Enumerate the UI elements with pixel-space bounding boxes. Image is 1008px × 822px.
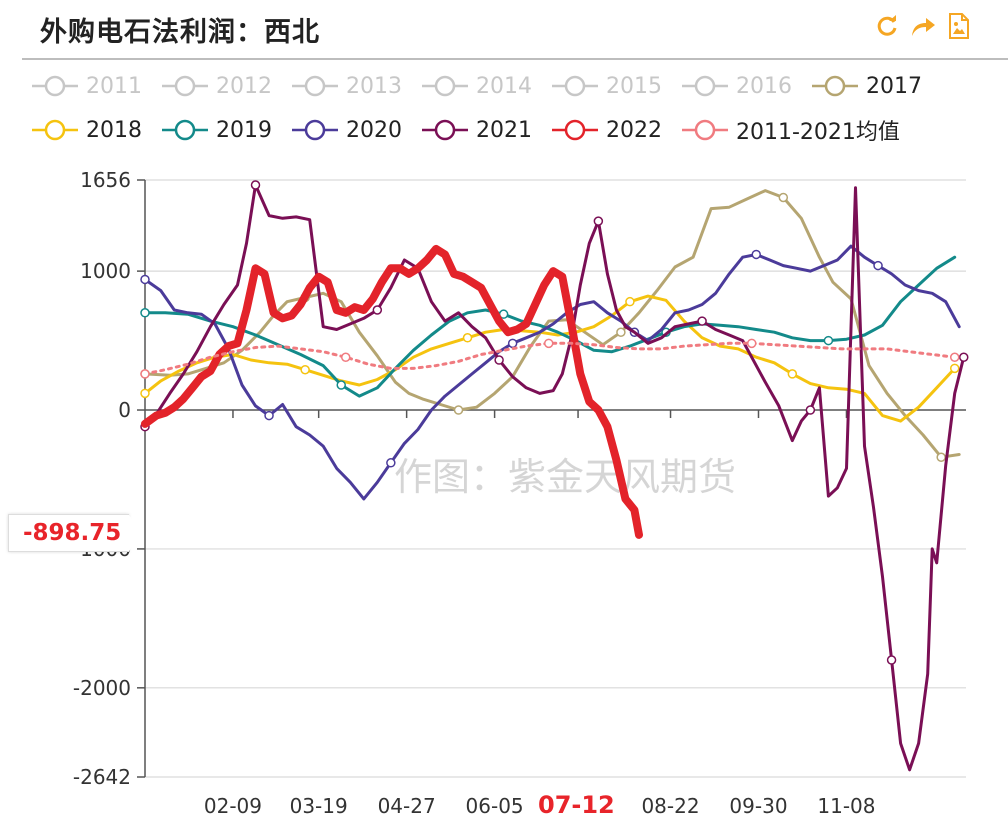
x-tick-label: 09-30 [729,794,787,818]
watermark: 作图：紫金天风期货 [394,455,736,499]
legend-label: 2011 [86,73,142,99]
series-point [453,405,464,415]
legend-item[interactable]: 2018 [30,118,142,143]
legend-marker-icon [422,119,468,141]
series-point [805,405,816,415]
series-point [140,274,150,285]
y-tick-label: 1000 [80,259,131,283]
legend-label: 2011-2021均值 [736,120,900,145]
legend-marker-icon [292,75,338,97]
legend-marker-icon [552,75,598,97]
series-point [250,180,261,190]
y-tick-label: 1656 [80,168,131,192]
series-point [140,388,150,399]
legend-label: 2012 [216,73,272,99]
series-point [958,352,969,362]
legend-item[interactable]: 2015 [550,74,662,99]
series-point [372,305,383,315]
legend-label: 2013 [346,73,402,99]
x-tick-label: 08-22 [641,794,699,818]
legend-marker-icon [32,75,78,97]
legend-label: 2017 [866,73,922,99]
series-point [697,316,707,326]
x-tick-label: 02-09 [204,794,262,818]
series-point [336,380,346,390]
series-point [751,249,761,260]
tooltip-x-value: 07-12 [530,788,623,822]
legend-item[interactable]: 2011-2021均值 [680,114,900,146]
series-point [746,338,757,349]
legend-item[interactable]: 2019 [160,118,272,143]
series-point [625,296,635,307]
legend-item[interactable]: 2017 [810,74,922,99]
y-tick-label: 0 [118,398,131,422]
chart-title: 外购电石法利润：西北 [40,17,320,48]
series-point [778,192,789,203]
series-point [507,338,518,349]
legend-label: 2016 [736,73,792,99]
legend-label: 2018 [86,117,142,143]
legend-marker-icon [812,75,858,97]
legend-item[interactable]: 2011 [30,74,142,99]
refresh-icon[interactable] [874,12,900,40]
series-point [140,369,150,379]
y-tick-label: -2000 [73,676,131,700]
x-tick-label: 11-08 [817,794,875,818]
x-tick-label: 03-19 [290,794,348,818]
series-line [143,244,961,501]
series-point [494,355,504,365]
legend-row: 2011 2012 2013 2014 2015 2016 2017 [30,64,990,108]
series-point [787,369,798,379]
save-image-icon[interactable] [946,12,972,40]
series-point [823,335,834,346]
series-point [300,364,310,375]
legend-label: 2019 [216,117,272,143]
legend-item[interactable]: 2014 [420,74,532,99]
legend-marker-icon [162,119,208,141]
series-line [141,244,643,539]
series-line [143,294,957,423]
title-divider [22,58,1008,60]
legend-label: 2022 [606,117,662,143]
share-icon[interactable] [910,12,936,40]
series-point [386,458,396,468]
series-point [462,333,473,343]
legend-item[interactable]: 2020 [290,118,402,143]
legend-row: 2018 2019 2020 2021 2022 2011-2021均值 [30,108,990,152]
series-point [264,410,274,421]
tooltip-y-value: -898.75 [8,514,144,552]
legend-item[interactable]: 2021 [420,118,532,143]
legend-marker-icon [292,119,338,141]
legend-marker-icon [552,119,598,141]
legend-label: 2021 [476,117,532,143]
series-point [340,352,351,362]
series-point [949,363,960,374]
series-point [886,655,897,665]
y-tick-label: -2642 [73,765,131,789]
legend-marker-icon [422,75,468,97]
legend-label: 2020 [346,117,402,143]
legend-item[interactable]: 2013 [290,74,402,99]
legend-marker-icon [32,119,78,141]
series-point [543,338,554,349]
legend-item[interactable]: 2022 [550,118,662,143]
legend-marker-icon [162,75,208,97]
series-point [616,327,626,337]
x-tick-label: 06-05 [466,794,524,818]
x-tick-label: 04-27 [378,794,436,818]
series-point [936,452,946,462]
series-point [873,260,883,271]
series-point [949,352,960,362]
series-point [140,308,150,318]
legend-item[interactable]: 2012 [160,74,272,99]
legend-marker-icon [682,75,728,97]
series-point [593,216,604,226]
legend-label: 2015 [606,73,662,99]
chart-legend: 2011 2012 2013 2014 2015 2016 2017 2018 2019 2020… [30,64,990,152]
legend-item[interactable]: 2016 [680,74,792,99]
legend-marker-icon [682,119,728,141]
legend-label: 2014 [476,73,532,99]
chart-toolbar [874,12,972,40]
